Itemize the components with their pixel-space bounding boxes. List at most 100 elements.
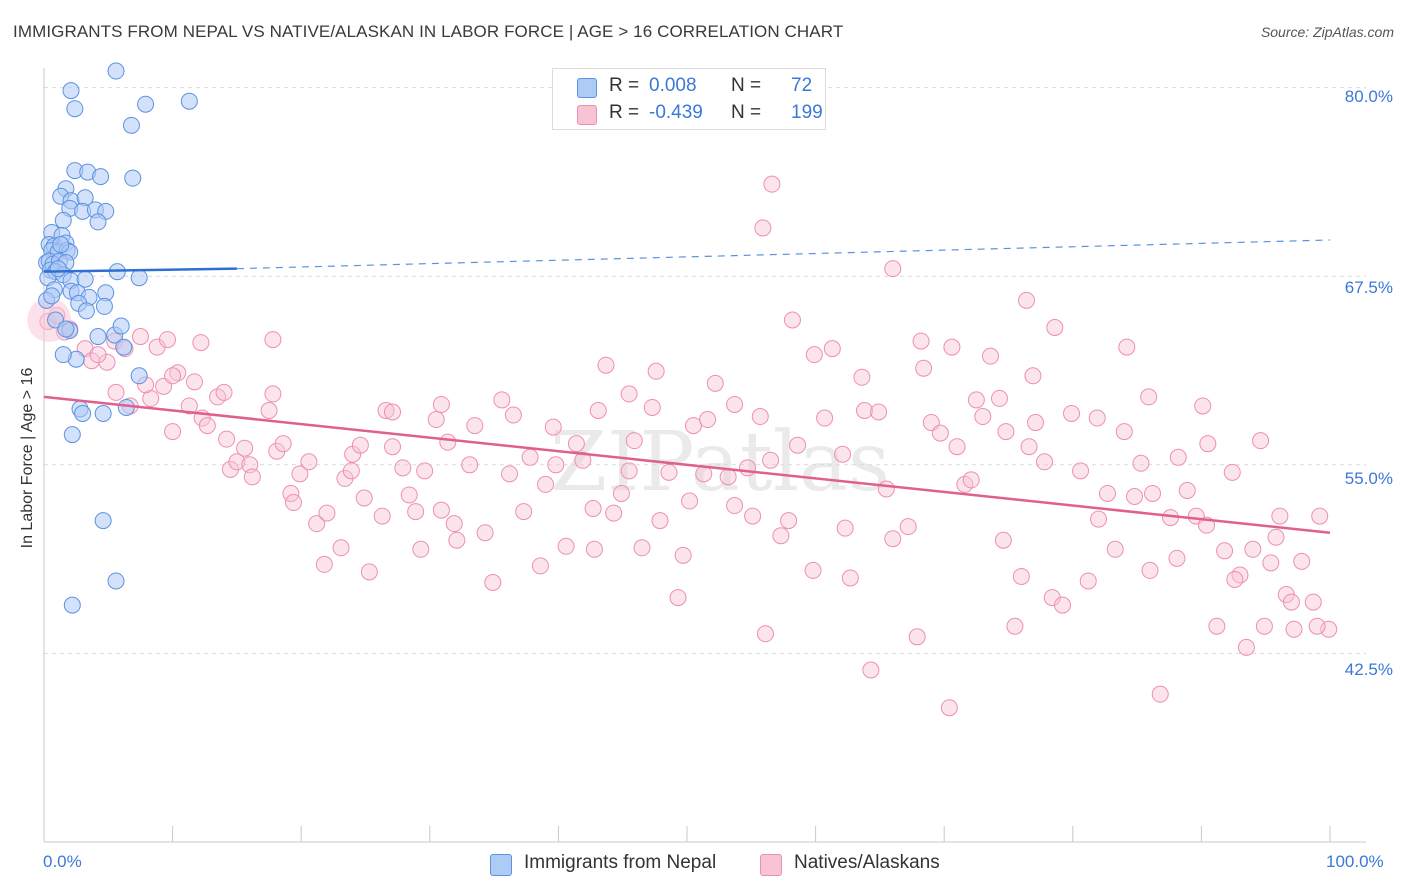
natives-point [185, 373, 203, 391]
natives-point [751, 408, 769, 426]
natives-point [300, 453, 318, 471]
natives-point [169, 364, 187, 382]
natives-point [243, 468, 261, 486]
nepal-point [63, 596, 81, 614]
natives-point [789, 436, 807, 454]
natives-point [315, 555, 333, 573]
natives-point [215, 383, 233, 401]
nepal-point [94, 405, 112, 423]
legend-swatch-pink [577, 105, 597, 125]
natives-point [164, 367, 182, 385]
natives-point [738, 459, 756, 477]
natives-point [1115, 423, 1133, 441]
natives-point [841, 569, 859, 587]
natives-point [1046, 319, 1064, 337]
natives-point [816, 409, 834, 427]
natives-point [877, 480, 895, 498]
natives-point [1106, 540, 1124, 558]
natives-point [493, 391, 511, 409]
natives-point [669, 589, 687, 607]
natives-point [427, 411, 445, 429]
natives-point [531, 557, 549, 575]
natives-point [448, 531, 466, 549]
natives-point [940, 699, 958, 717]
nepal-point [52, 236, 70, 254]
nepal-point [89, 328, 107, 346]
legend-swatch-blue [490, 854, 512, 876]
x-tick-label-max: 100.0% [1326, 852, 1384, 871]
natives-point [597, 356, 615, 374]
natives-point [612, 484, 630, 502]
natives-point [674, 546, 692, 564]
natives-point [620, 462, 638, 480]
natives-point [461, 456, 479, 474]
natives-point [1237, 638, 1255, 656]
natives-point [544, 418, 562, 436]
natives-point [1090, 510, 1108, 528]
natives-point [1151, 685, 1169, 703]
legend-r-label: R = [609, 75, 640, 96]
nepal-point [112, 317, 130, 335]
natives-point [1020, 438, 1038, 456]
natives-point [332, 539, 350, 557]
natives-point [1216, 542, 1234, 560]
natives-point [373, 507, 391, 525]
natives-point [1271, 507, 1289, 525]
natives-point [400, 486, 418, 504]
natives-point [1304, 593, 1322, 611]
natives-point [1293, 552, 1311, 570]
natives-point [1018, 291, 1036, 309]
natives-point [1194, 397, 1212, 415]
natives-point [756, 625, 774, 643]
legend-label: Immigrants from Nepal [524, 852, 717, 873]
natives-point [997, 423, 1015, 441]
natives-point [1126, 487, 1144, 505]
natives-point [1282, 593, 1300, 611]
natives-point [484, 573, 502, 591]
natives-point [931, 424, 949, 442]
nepal-point [92, 168, 110, 186]
natives-point [1036, 453, 1054, 471]
nepal-point [107, 62, 125, 80]
nepal-point [95, 297, 113, 315]
legend-swatch-pink [760, 854, 782, 876]
natives-point [726, 497, 744, 515]
natives-point [625, 432, 643, 450]
natives-point [660, 463, 678, 481]
natives-point [557, 537, 575, 555]
natives-point [1141, 561, 1159, 579]
nepal-point [94, 512, 112, 530]
natives-point [384, 438, 402, 456]
natives-point [772, 527, 790, 545]
natives-point [131, 328, 149, 346]
natives-point [647, 362, 665, 380]
nepal-point [122, 116, 140, 134]
natives-point [994, 531, 1012, 549]
natives-point [351, 436, 369, 454]
natives-point [264, 331, 282, 349]
natives-point [589, 401, 607, 419]
natives-point [164, 423, 182, 441]
natives-point [762, 451, 780, 469]
source-label: Source: ZipAtlas.com [1260, 24, 1394, 40]
natives-point [228, 453, 246, 471]
chart-title: IMMIGRANTS FROM NEPAL VS NATIVE/ALASKAN … [13, 22, 844, 41]
natives-point [476, 524, 494, 542]
natives-point [274, 435, 292, 453]
natives-point [948, 438, 966, 456]
nepal-point [66, 100, 84, 118]
natives-point [706, 374, 724, 392]
natives-point [1255, 617, 1273, 635]
nepal-point [124, 169, 142, 187]
natives-point [284, 494, 302, 512]
natives-point [1024, 367, 1042, 385]
natives-point [804, 561, 822, 579]
natives-point [1168, 549, 1186, 567]
nepal-point [89, 213, 107, 231]
natives-point [407, 503, 425, 521]
natives-point [107, 383, 125, 401]
natives-point [899, 518, 917, 536]
natives-point [1012, 567, 1030, 585]
natives-point [547, 456, 565, 474]
natives-point [432, 501, 450, 519]
